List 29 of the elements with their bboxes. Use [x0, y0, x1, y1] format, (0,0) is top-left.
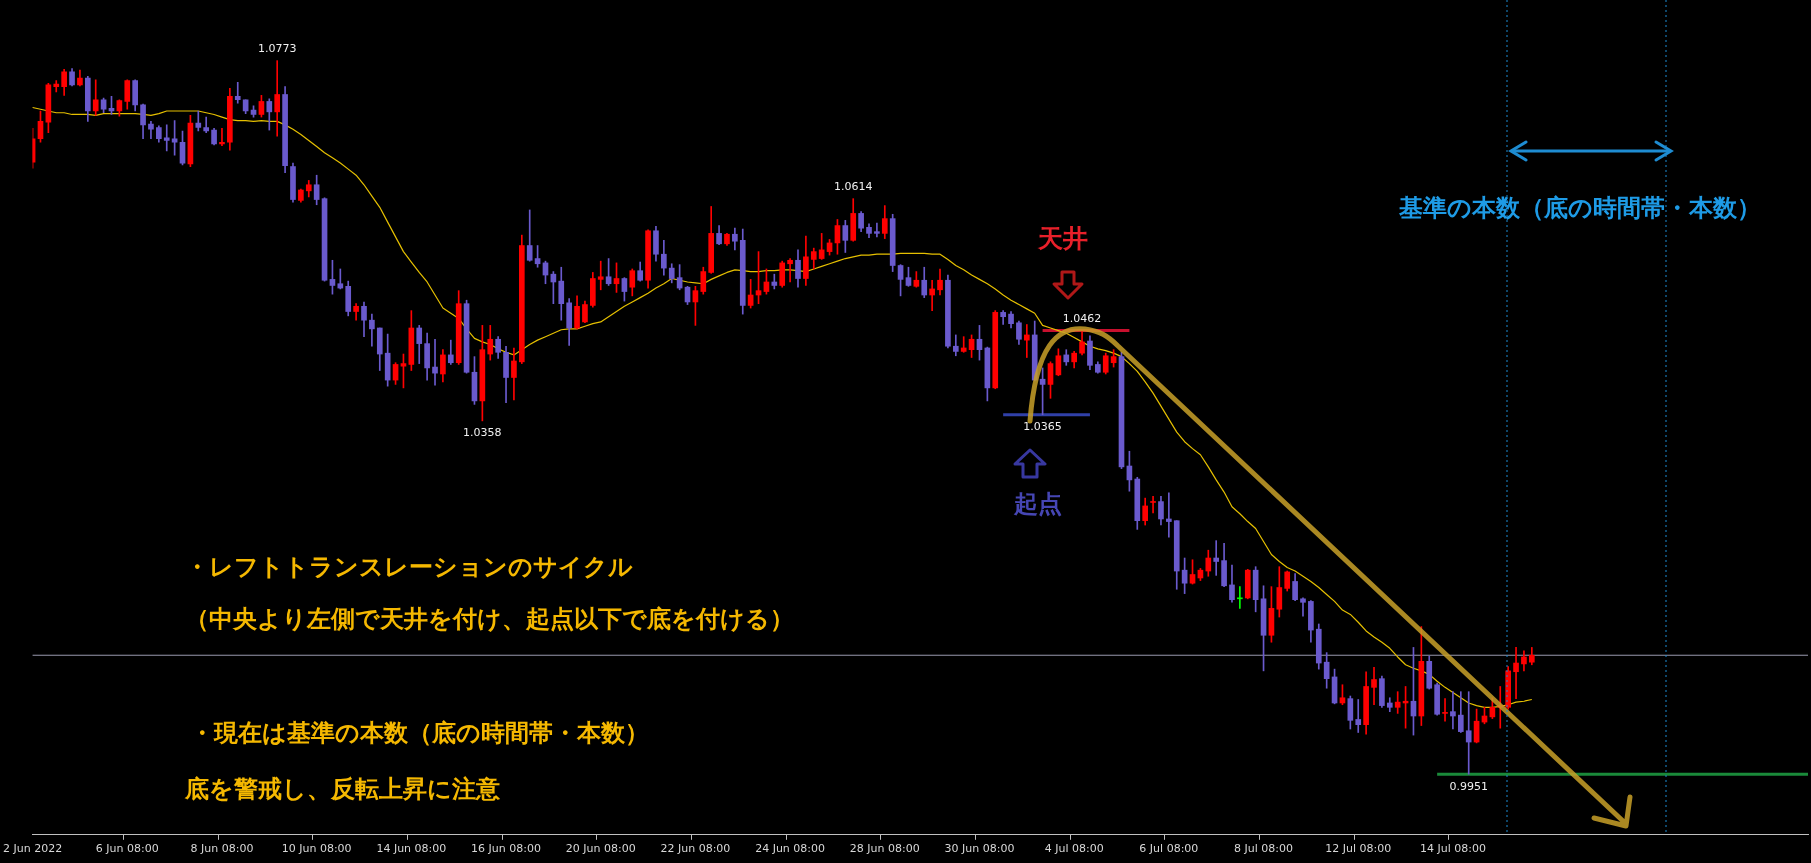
x-tick-label: 30 Jun 08:00 [944, 842, 1015, 856]
x-tick-label: 28 Jun 08:00 [849, 842, 920, 856]
annotation: 1.0365 [1023, 420, 1062, 434]
x-tick-label: 24 Jun 08:00 [755, 842, 826, 856]
annotation: 起点 [1013, 490, 1062, 519]
x-tick-label: 2 Jun 2022 [2, 842, 63, 856]
x-tick-label: 14 Jul 08:00 [1419, 842, 1486, 856]
annotation: ・レフトトランスレーションのサイクル [185, 553, 633, 582]
x-tick-label: 10 Jun 08:00 [281, 842, 352, 856]
annotation: 基準の本数（底の時間帯・本数） [1398, 194, 1761, 223]
annotation: （中央より左側で天井を付け、起点以下で底を付ける） [185, 605, 794, 634]
annotation: 1.0358 [463, 426, 502, 440]
x-tick-label: 4 Jul 08:00 [1044, 842, 1104, 856]
x-tick-label: 22 Jun 08:00 [660, 842, 731, 856]
annotation: 天井 [1037, 223, 1088, 253]
x-tick-label: 12 Jul 08:00 [1325, 842, 1392, 856]
x-tick-label: 16 Jun 08:00 [471, 842, 541, 856]
annotation: 1.0462 [1062, 311, 1102, 325]
x-tick-label: 20 Jun 08:00 [565, 842, 636, 856]
x-tick-label: 6 Jun 08:00 [95, 842, 159, 856]
x-tick-label: 14 Jun 08:00 [376, 842, 447, 856]
annotation: 1.0614 [833, 180, 873, 194]
x-tick-label: 6 Jul 08:00 [1139, 842, 1199, 856]
x-tick-label: 8 Jun 08:00 [190, 842, 254, 856]
x-tick-label: 8 Jul 08:00 [1234, 842, 1294, 856]
annotation: ・現在は基準の本数（底の時間帯・本数） [190, 719, 649, 748]
text: 底を警戒し、反転上昇に注意 [184, 775, 501, 804]
annotation: 1.0773 [257, 42, 297, 56]
annotation: 0.9951 [1449, 779, 1488, 793]
